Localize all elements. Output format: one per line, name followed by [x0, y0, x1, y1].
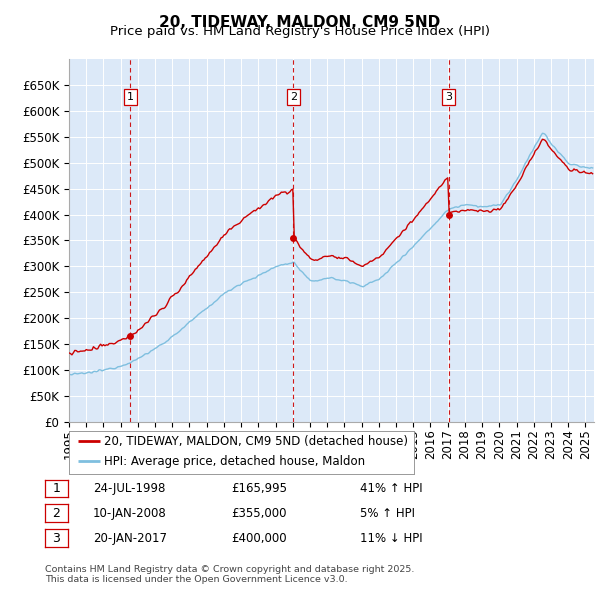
Text: 5% ↑ HPI: 5% ↑ HPI [360, 507, 415, 520]
Text: HPI: Average price, detached house, Maldon: HPI: Average price, detached house, Mald… [104, 455, 365, 468]
Text: Contains HM Land Registry data © Crown copyright and database right 2025.
This d: Contains HM Land Registry data © Crown c… [45, 565, 415, 584]
Text: 3: 3 [445, 92, 452, 102]
Text: 2: 2 [52, 507, 61, 520]
Text: 20, TIDEWAY, MALDON, CM9 5ND (detached house): 20, TIDEWAY, MALDON, CM9 5ND (detached h… [104, 435, 407, 448]
Text: Price paid vs. HM Land Registry's House Price Index (HPI): Price paid vs. HM Land Registry's House … [110, 25, 490, 38]
Text: 11% ↓ HPI: 11% ↓ HPI [360, 532, 422, 545]
Text: 1: 1 [52, 482, 61, 495]
Text: 20, TIDEWAY, MALDON, CM9 5ND: 20, TIDEWAY, MALDON, CM9 5ND [160, 15, 440, 30]
Text: 24-JUL-1998: 24-JUL-1998 [93, 482, 166, 495]
Text: 1: 1 [127, 92, 134, 102]
Text: 2: 2 [290, 92, 297, 102]
Text: £400,000: £400,000 [231, 532, 287, 545]
Text: £165,995: £165,995 [231, 482, 287, 495]
Text: 41% ↑ HPI: 41% ↑ HPI [360, 482, 422, 495]
Text: 10-JAN-2008: 10-JAN-2008 [93, 507, 167, 520]
Text: 3: 3 [52, 532, 61, 545]
Text: £355,000: £355,000 [231, 507, 287, 520]
Text: 20-JAN-2017: 20-JAN-2017 [93, 532, 167, 545]
